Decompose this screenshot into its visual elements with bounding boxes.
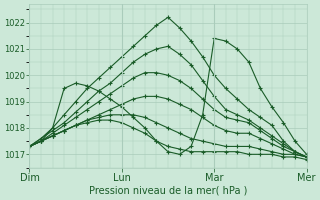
X-axis label: Pression niveau de la mer( hPa ): Pression niveau de la mer( hPa ) — [89, 186, 247, 196]
